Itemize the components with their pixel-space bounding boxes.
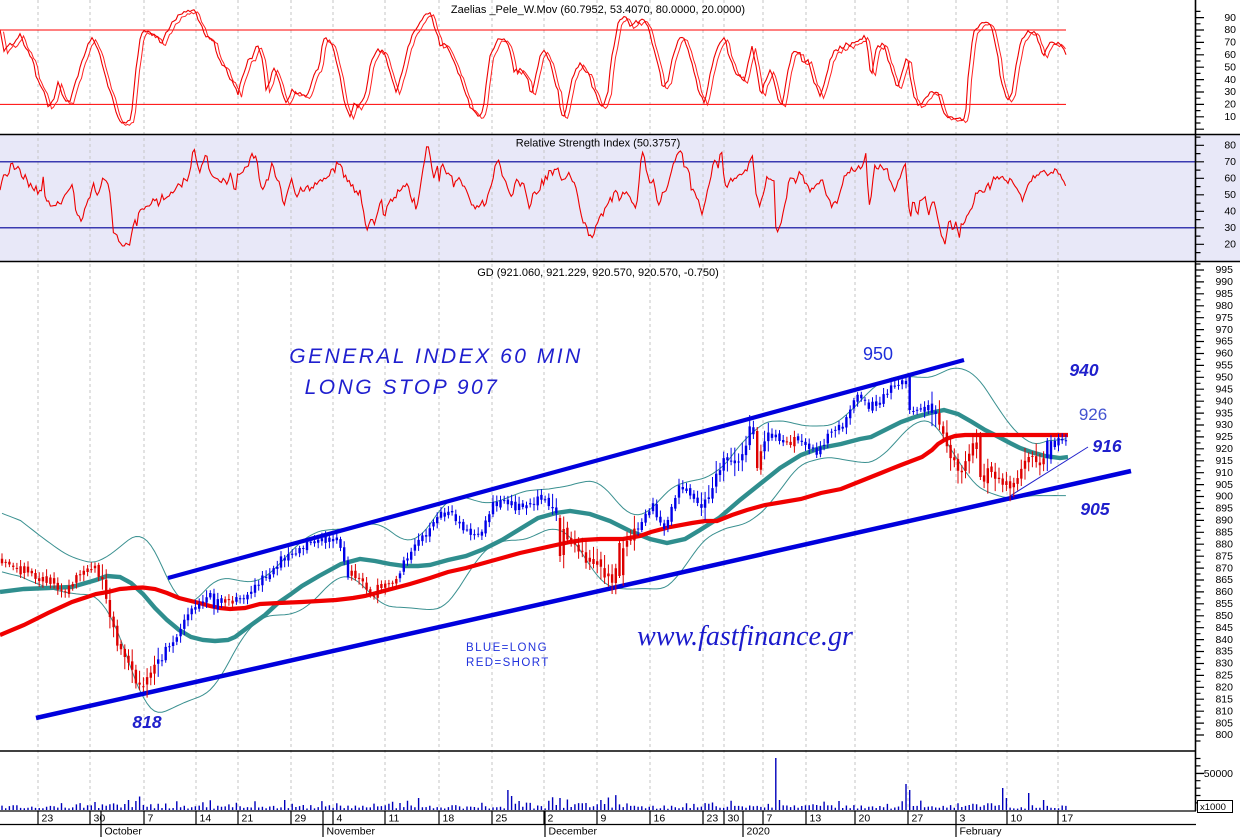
svg-text:30: 30 xyxy=(1224,86,1236,98)
svg-text:900: 900 xyxy=(1215,491,1233,503)
svg-text:840: 840 xyxy=(1215,634,1233,646)
svg-text:995: 995 xyxy=(1215,264,1233,276)
svg-text:50000: 50000 xyxy=(1204,768,1233,780)
svg-text:910: 910 xyxy=(1215,467,1233,479)
svg-text:905: 905 xyxy=(1215,479,1233,491)
svg-text:815: 815 xyxy=(1215,693,1233,705)
svg-text:GD (921.060, 921.229, 920.570,: GD (921.060, 921.229, 920.570, 920.570, … xyxy=(477,267,719,279)
svg-text:16: 16 xyxy=(654,813,666,825)
svg-text:LONG STOP 907: LONG STOP 907 xyxy=(305,376,500,399)
svg-text:11: 11 xyxy=(389,813,400,825)
svg-text:40: 40 xyxy=(1224,206,1236,218)
svg-text:955: 955 xyxy=(1215,360,1233,372)
svg-text:916: 916 xyxy=(1092,436,1121,456)
svg-text:10: 10 xyxy=(1011,813,1023,825)
svg-text:865: 865 xyxy=(1215,574,1233,586)
svg-text:820: 820 xyxy=(1215,682,1233,694)
svg-text:RED=SHORT: RED=SHORT xyxy=(466,657,550,669)
svg-text:960: 960 xyxy=(1215,348,1233,360)
svg-text:855: 855 xyxy=(1215,598,1233,610)
svg-text:940: 940 xyxy=(1215,395,1233,407)
svg-text:9: 9 xyxy=(601,813,607,825)
svg-text:50: 50 xyxy=(1224,189,1236,201)
svg-text:40: 40 xyxy=(1224,74,1236,86)
svg-text:2020: 2020 xyxy=(747,826,771,837)
svg-text:27: 27 xyxy=(912,813,924,825)
svg-text:950: 950 xyxy=(1215,372,1233,384)
svg-text:October: October xyxy=(105,826,143,837)
svg-text:Relative Strength Index (50.37: Relative Strength Index (50.3757) xyxy=(516,138,681,150)
svg-text:915: 915 xyxy=(1215,455,1233,467)
svg-text:905: 905 xyxy=(1080,499,1109,519)
svg-text:Zaelias _Pele_W.Mov (60.7952,: Zaelias _Pele_W.Mov (60.7952, 53.4070, 8… xyxy=(451,4,745,16)
svg-text:800: 800 xyxy=(1215,729,1233,741)
svg-text:10: 10 xyxy=(1224,111,1236,123)
svg-text:870: 870 xyxy=(1215,562,1233,574)
svg-text:30: 30 xyxy=(728,813,740,825)
svg-text:23: 23 xyxy=(707,813,719,825)
svg-text:810: 810 xyxy=(1215,705,1233,717)
svg-text:29: 29 xyxy=(295,813,307,825)
svg-text:920: 920 xyxy=(1215,443,1233,455)
svg-text:935: 935 xyxy=(1215,407,1233,419)
svg-text:60: 60 xyxy=(1224,49,1236,61)
svg-text:20: 20 xyxy=(1224,99,1236,111)
svg-text:925: 925 xyxy=(1215,431,1233,443)
svg-text:926: 926 xyxy=(1079,405,1107,424)
svg-text:30: 30 xyxy=(1224,222,1236,234)
svg-text:BLUE=LONG: BLUE=LONG xyxy=(466,642,548,654)
svg-text:7: 7 xyxy=(767,813,773,825)
svg-text:November: November xyxy=(327,826,376,837)
svg-text:818: 818 xyxy=(132,712,161,732)
svg-text:940: 940 xyxy=(1069,360,1098,380)
svg-text:x1000: x1000 xyxy=(1200,802,1226,813)
svg-text:990: 990 xyxy=(1215,276,1233,288)
svg-text:880: 880 xyxy=(1215,538,1233,550)
svg-text:970: 970 xyxy=(1215,324,1233,336)
svg-text:25: 25 xyxy=(496,813,508,825)
svg-text:980: 980 xyxy=(1215,300,1233,312)
svg-text:GENERAL INDEX 60 MIN: GENERAL INDEX 60 MIN xyxy=(289,345,583,368)
svg-text:7: 7 xyxy=(148,813,154,825)
svg-text:60: 60 xyxy=(1224,173,1236,185)
svg-text:80: 80 xyxy=(1224,24,1236,36)
svg-text:975: 975 xyxy=(1215,312,1233,324)
svg-text:930: 930 xyxy=(1215,419,1233,431)
svg-text:December: December xyxy=(549,826,598,837)
svg-text:70: 70 xyxy=(1224,156,1236,168)
svg-text:17: 17 xyxy=(1062,813,1074,825)
svg-text:830: 830 xyxy=(1215,658,1233,670)
svg-text:805: 805 xyxy=(1215,717,1233,729)
svg-text:835: 835 xyxy=(1215,646,1233,658)
svg-text:50: 50 xyxy=(1224,61,1236,73)
svg-text:950: 950 xyxy=(863,344,893,364)
svg-text:945: 945 xyxy=(1215,383,1233,395)
svg-text:895: 895 xyxy=(1215,503,1233,515)
svg-text:825: 825 xyxy=(1215,670,1233,682)
svg-text:30: 30 xyxy=(94,813,106,825)
svg-text:20: 20 xyxy=(1224,239,1236,251)
svg-text:2: 2 xyxy=(548,813,554,825)
svg-text:965: 965 xyxy=(1215,336,1233,348)
svg-text:70: 70 xyxy=(1224,37,1236,49)
svg-text:860: 860 xyxy=(1215,586,1233,598)
svg-text:90: 90 xyxy=(1224,12,1236,24)
svg-text:www.fastfinance.gr: www.fastfinance.gr xyxy=(637,621,853,652)
svg-text:20: 20 xyxy=(859,813,871,825)
svg-text:4: 4 xyxy=(337,813,343,825)
svg-text:850: 850 xyxy=(1215,610,1233,622)
svg-text:3: 3 xyxy=(960,813,966,825)
svg-text:21: 21 xyxy=(242,813,254,825)
svg-text:985: 985 xyxy=(1215,288,1233,300)
svg-text:875: 875 xyxy=(1215,550,1233,562)
svg-text:13: 13 xyxy=(810,813,822,825)
svg-text:18: 18 xyxy=(443,813,455,825)
svg-text:845: 845 xyxy=(1215,622,1233,634)
svg-text:23: 23 xyxy=(42,813,54,825)
svg-text:80: 80 xyxy=(1224,140,1236,152)
svg-text:885: 885 xyxy=(1215,527,1233,539)
svg-text:February: February xyxy=(960,826,1003,837)
svg-text:890: 890 xyxy=(1215,515,1233,527)
svg-text:14: 14 xyxy=(200,813,212,825)
